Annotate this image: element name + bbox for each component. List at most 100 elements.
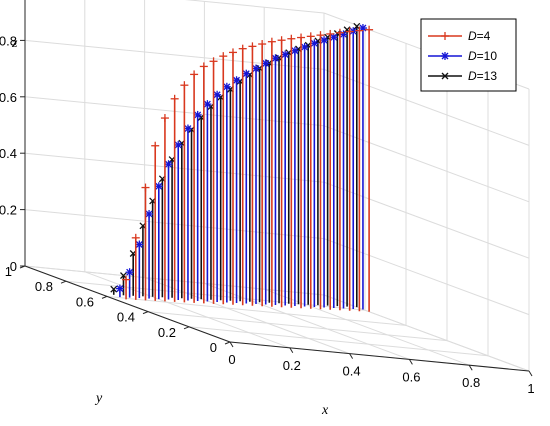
stem-marker <box>287 34 296 43</box>
y-tick-label: 0 <box>210 340 217 355</box>
legend-label-var: D <box>468 29 477 43</box>
y-tick-label: 0.6 <box>76 294 94 309</box>
y-tick-mark <box>142 311 149 315</box>
stem-marker <box>125 268 134 277</box>
z-tick-label: 0.4 <box>0 146 17 161</box>
stem-marker <box>355 26 364 35</box>
stem-marker <box>219 52 228 61</box>
x-tick-label: 0.6 <box>402 369 420 384</box>
stem-marker <box>310 39 319 48</box>
legend-label-value: =4 <box>477 29 491 43</box>
stem-marker <box>170 94 179 103</box>
stem-marker <box>174 140 183 149</box>
stem-marker <box>320 36 329 45</box>
x-tick-mark <box>528 370 533 377</box>
stem-marker <box>209 57 218 66</box>
stem-marker <box>228 48 237 57</box>
stem-marker <box>365 25 374 34</box>
chart-series <box>110 22 374 312</box>
stem-marker <box>238 44 247 53</box>
stem-marker <box>277 36 286 45</box>
stem-marker <box>248 42 257 51</box>
stem-marker <box>160 114 169 123</box>
legend-label-value: =13 <box>477 69 498 83</box>
series-D=10 <box>115 24 367 310</box>
stem-marker <box>213 90 222 99</box>
legend-marker <box>441 32 449 40</box>
floor-grid-y <box>147 311 448 342</box>
x-tick-mark <box>468 364 473 371</box>
series-D=4 <box>122 25 374 312</box>
side-wall-grid-z <box>323 238 530 316</box>
y-tick-label: 0.4 <box>117 310 135 325</box>
stem-marker <box>261 59 270 68</box>
x-tick-label: 1 <box>527 381 534 396</box>
side-wall-grid-z <box>323 181 530 259</box>
side-wall-grid-z <box>323 125 530 203</box>
stem-marker <box>145 209 154 218</box>
side-wall-grid-z <box>323 68 530 146</box>
y-tick-label: 0.2 <box>158 325 176 340</box>
stem-marker <box>232 76 241 85</box>
stem-marker <box>242 69 251 78</box>
z-tick-label: 0.2 <box>0 203 17 218</box>
y-tick-label: 0.8 <box>35 279 53 294</box>
legend-label-var: D <box>468 69 477 83</box>
floor-grid-y <box>106 295 407 326</box>
legend-label: D=10 <box>468 49 497 63</box>
chart-legend: D=4D=10D=13 <box>420 18 517 92</box>
y-axis-label: y <box>94 391 103 406</box>
stem-marker <box>190 70 199 79</box>
floor-grid-x <box>84 271 290 349</box>
stem-marker <box>193 110 202 119</box>
legend-label-var: D <box>468 49 477 63</box>
legend-marker <box>441 52 449 60</box>
x-axis-line <box>229 341 530 372</box>
x-tick-label: 0 <box>228 352 235 367</box>
stem-marker <box>297 33 306 42</box>
legend-marker <box>441 72 449 80</box>
stem-marker <box>135 240 144 249</box>
x-tick-mark <box>349 353 354 359</box>
y-axis-line <box>24 265 231 343</box>
floor-grid-y <box>65 280 366 311</box>
back-wall-grid-z <box>24 39 325 70</box>
back-wall-grid-z <box>184 0 325 14</box>
stem-marker <box>199 62 208 71</box>
x-tick-label: 0.4 <box>343 364 361 379</box>
floor-grid-x <box>204 282 410 360</box>
stem-marker <box>203 100 212 109</box>
x-tick-mark <box>229 341 234 348</box>
stem-marker <box>183 124 192 133</box>
stem-marker <box>252 64 261 73</box>
stem-marker <box>110 285 118 293</box>
y-tick-mark <box>224 341 231 345</box>
stem-marker <box>180 81 189 90</box>
y-tick-mark <box>60 280 67 284</box>
stem-marker <box>154 182 163 191</box>
x-tick-mark <box>289 347 294 354</box>
z-tick-label: 0 <box>10 259 17 274</box>
z-axis-label: z <box>11 36 18 51</box>
legend-box <box>420 18 517 92</box>
floor-grid-y <box>188 326 489 357</box>
stem-marker <box>290 46 299 55</box>
stem-marker <box>345 27 354 36</box>
stem-marker <box>316 31 325 40</box>
stem-marker <box>300 43 309 52</box>
chart-axes <box>19 0 533 377</box>
stem-marker <box>222 82 231 91</box>
stem-marker <box>131 233 140 242</box>
x-tick-label: 0.8 <box>462 375 480 390</box>
x-tick-mark <box>408 359 413 365</box>
legend-label: D=4 <box>468 29 491 43</box>
stem-marker <box>258 40 267 49</box>
x-axis-label: x <box>321 403 329 418</box>
stem-marker <box>141 183 150 192</box>
stem-marker <box>335 28 344 37</box>
y-tick-mark <box>183 326 190 330</box>
y-tick-label: 1 <box>5 264 12 279</box>
chart-ticks: 0 0.2 0.4 0.6 0.8 100.20.40.60.8100.20.40.60.… <box>0 33 535 396</box>
z-tick-label: 0.6 <box>0 90 17 105</box>
